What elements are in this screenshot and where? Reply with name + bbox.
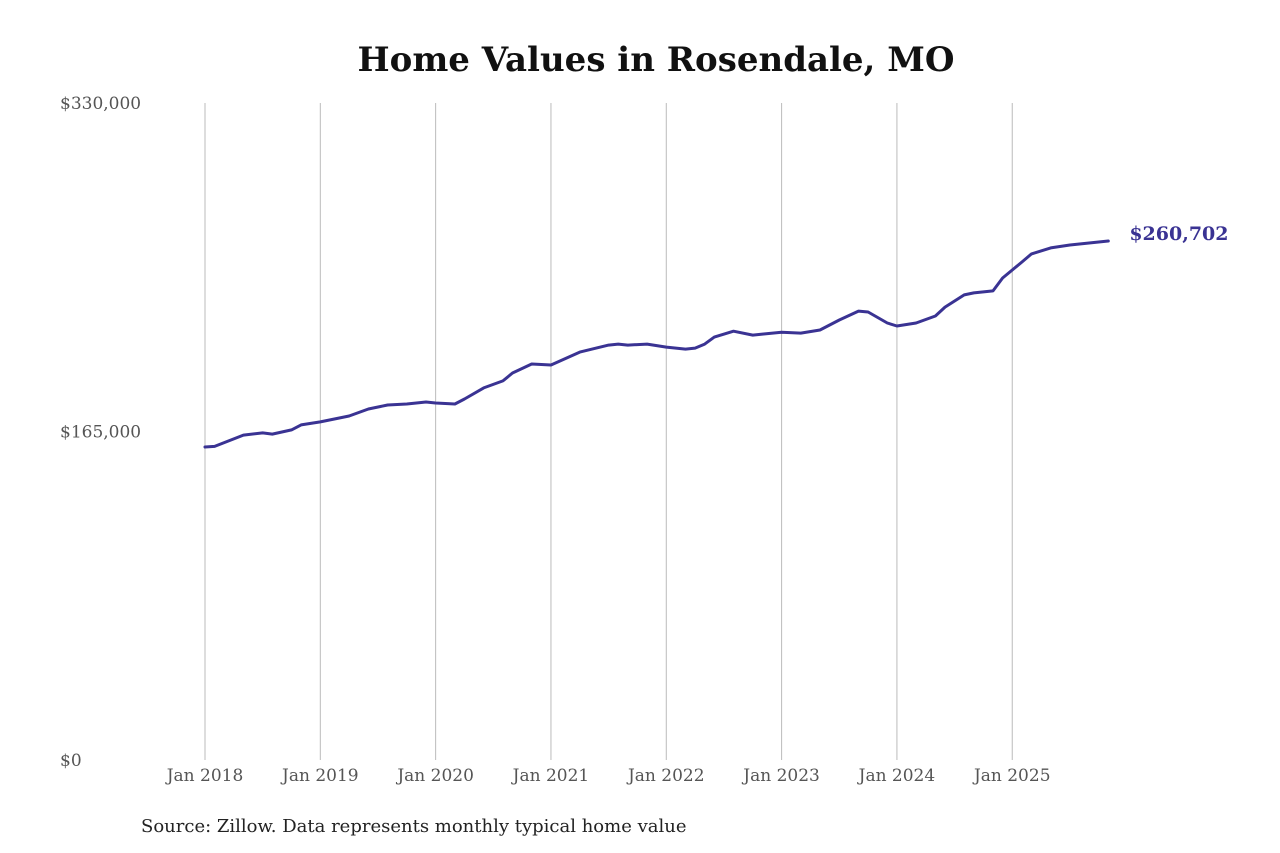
y-tick-label: $165,000 bbox=[60, 423, 141, 443]
chart-title: Home Values in Rosendale, MO bbox=[357, 40, 955, 80]
x-tick-label: Jan 2023 bbox=[741, 766, 820, 786]
x-tick-label: Jan 2019 bbox=[280, 766, 359, 786]
x-tick-label: Jan 2025 bbox=[972, 766, 1051, 786]
x-tick-label: Jan 2021 bbox=[511, 766, 590, 786]
series-line bbox=[203, 239, 1110, 449]
x-tick-label: Jan 2024 bbox=[857, 766, 936, 786]
x-tick-label: Jan 2020 bbox=[395, 766, 474, 786]
x-tick-label: Jan 2022 bbox=[626, 766, 705, 786]
x-tick-label: Jan 2018 bbox=[165, 766, 244, 786]
y-tick-label: $0 bbox=[60, 751, 82, 771]
end-value-label: $260,702 bbox=[1129, 223, 1228, 245]
y-tick-label: $330,000 bbox=[60, 94, 141, 114]
source-note: Source: Zillow. Data represents monthly … bbox=[141, 816, 687, 837]
